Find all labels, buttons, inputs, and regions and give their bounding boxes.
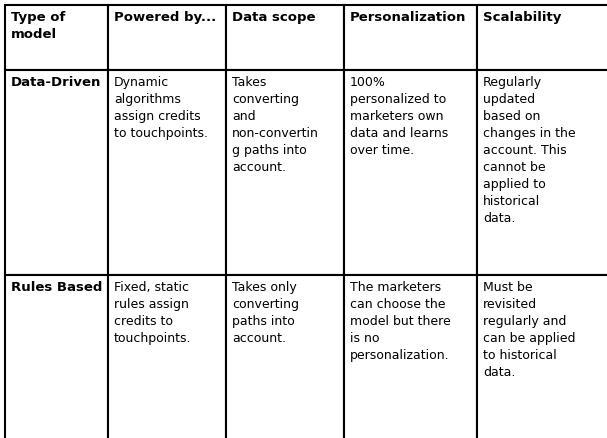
Text: Takes
converting
and
non-convertin
g paths into
account.: Takes converting and non-convertin g pat… bbox=[232, 76, 319, 174]
Text: Data scope: Data scope bbox=[232, 11, 316, 24]
Bar bbox=[344, 5, 477, 70]
Text: Scalability: Scalability bbox=[483, 11, 561, 24]
Text: Regularly
updated
based on
changes in the
account. This
cannot be
applied to
his: Regularly updated based on changes in th… bbox=[483, 76, 575, 225]
Text: Fixed, static
rules assign
credits to
touchpoints.: Fixed, static rules assign credits to to… bbox=[114, 281, 191, 345]
Text: Personalization: Personalization bbox=[350, 11, 466, 24]
Text: Must be
revisited
regularly and
can be applied
to historical
data.: Must be revisited regularly and can be a… bbox=[483, 281, 575, 379]
Text: Dynamic
algorithms
assign credits
to touchpoints.: Dynamic algorithms assign credits to tou… bbox=[114, 76, 208, 140]
Bar bbox=[226, 70, 344, 275]
Text: Takes only
converting
paths into
account.: Takes only converting paths into account… bbox=[232, 281, 299, 345]
Bar bbox=[226, 275, 344, 438]
Bar bbox=[477, 5, 607, 70]
Bar bbox=[477, 275, 607, 438]
Text: 100%
personalized to
marketers own
data and learns
over time.: 100% personalized to marketers own data … bbox=[350, 76, 448, 157]
Text: Powered by...: Powered by... bbox=[114, 11, 216, 24]
Text: Type of
model: Type of model bbox=[11, 11, 66, 41]
Text: The marketers
can choose the
model but there
is no
personalization.: The marketers can choose the model but t… bbox=[350, 281, 451, 362]
Bar bbox=[108, 70, 226, 275]
Bar bbox=[5, 5, 108, 70]
Bar bbox=[226, 5, 344, 70]
Bar bbox=[344, 275, 477, 438]
Text: Data-Driven: Data-Driven bbox=[11, 76, 101, 89]
Bar bbox=[108, 275, 226, 438]
Bar bbox=[5, 70, 108, 275]
Bar bbox=[344, 70, 477, 275]
Text: Rules Based: Rules Based bbox=[11, 281, 103, 294]
Bar bbox=[477, 70, 607, 275]
Bar bbox=[5, 275, 108, 438]
Bar bbox=[108, 5, 226, 70]
